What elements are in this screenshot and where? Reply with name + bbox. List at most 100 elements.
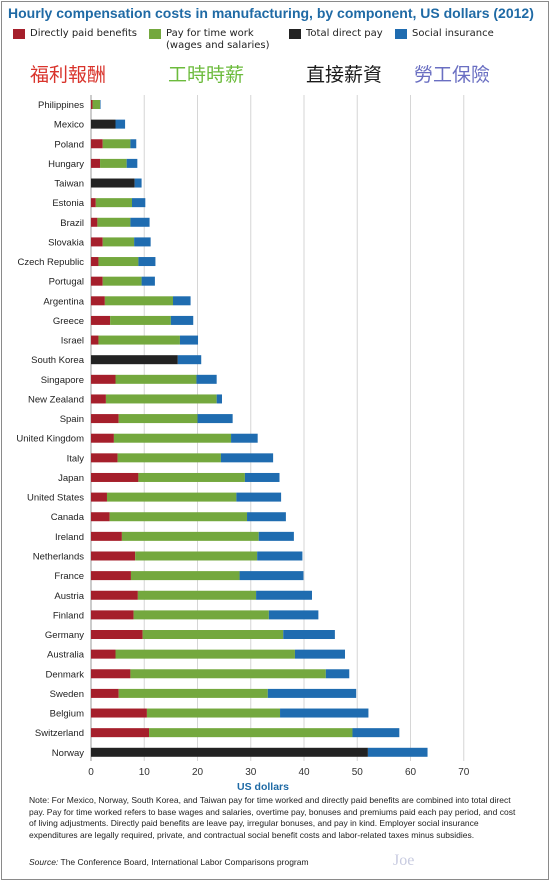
category-label-switzerland: Switzerland	[35, 728, 84, 739]
legend-swatch-pay-for-time-work	[149, 29, 161, 39]
category-label-sweden: Sweden	[50, 689, 84, 700]
bar-japan-directly-paid-benefits	[91, 472, 139, 482]
bar-poland-social-insurance	[130, 139, 137, 149]
bar-australia-pay-for-time-work-wages-and-salaries	[115, 649, 295, 659]
category-label-argentina: Argentina	[43, 296, 84, 307]
annotation-wages-chinese: 工時時薪	[168, 64, 245, 86]
bar-canada-directly-paid-benefits	[91, 512, 110, 522]
category-label-brazil: Brazil	[60, 218, 84, 229]
bar-canada-social-insurance	[247, 512, 286, 522]
legend-sublabel-pay-for-time-work: (wages and salaries)	[166, 40, 270, 51]
bar-ireland-social-insurance	[258, 531, 294, 541]
chart-title: Hourly compensation costs in manufacturi…	[8, 5, 534, 21]
bar-mexico-total-direct-pay	[91, 119, 116, 129]
source-text: The Conference Board, International Labo…	[58, 857, 309, 867]
bar-spain-pay-for-time-work-wages-and-salaries	[118, 414, 198, 424]
bar-italy-pay-for-time-work-wages-and-salaries	[117, 453, 221, 463]
bar-czech-republic-directly-paid-benefits	[91, 257, 99, 267]
bar-belgium-social-insurance	[280, 708, 369, 718]
category-label-denmark: Denmark	[45, 669, 84, 680]
bar-czech-republic-social-insurance	[138, 257, 156, 267]
category-label-australia: Australia	[47, 650, 85, 661]
bar-estonia-directly-paid-benefits	[91, 198, 96, 208]
category-label-norway: Norway	[52, 748, 84, 759]
chart-note: Note: For Mexico, Norway, South Korea, a…	[29, 795, 516, 840]
bar-netherlands-social-insurance	[257, 551, 303, 561]
annotation-direct-pay-chinese: 直接薪資	[306, 64, 383, 86]
bar-sweden-social-insurance	[267, 688, 357, 698]
bar-norway-total-direct-pay	[91, 747, 368, 757]
bar-italy-social-insurance	[220, 453, 274, 463]
bar-argentina-social-insurance	[173, 296, 191, 306]
bar-australia-social-insurance	[294, 649, 346, 659]
category-label-israel: Israel	[61, 336, 84, 347]
bar-switzerland-social-insurance	[352, 728, 400, 738]
bar-germany-social-insurance	[283, 630, 335, 640]
category-label-slovakia: Slovakia	[48, 237, 85, 248]
category-label-finland: Finland	[53, 610, 84, 621]
x-tick-label-60: 60	[405, 767, 417, 778]
bar-sweden-pay-for-time-work-wages-and-salaries	[118, 688, 268, 698]
bar-new-zealand-social-insurance	[216, 394, 222, 404]
bar-hungary-directly-paid-benefits	[91, 158, 101, 168]
legend-label-total-direct-pay: Total direct pay	[306, 28, 383, 39]
bar-japan-pay-for-time-work-wages-and-salaries	[138, 472, 245, 482]
category-label-hungary: Hungary	[48, 159, 84, 170]
x-tick-label-50: 50	[352, 767, 364, 778]
bar-hungary-social-insurance	[126, 158, 138, 168]
bar-israel-social-insurance	[179, 335, 199, 345]
annotation-benefits-chinese: 福利報酬	[30, 64, 107, 86]
bar-france-social-insurance	[239, 571, 304, 581]
bar-sweden-directly-paid-benefits	[91, 688, 119, 698]
bar-finland-social-insurance	[268, 610, 319, 620]
bar-denmark-directly-paid-benefits	[91, 669, 131, 679]
bar-france-pay-for-time-work-wages-and-salaries	[130, 571, 240, 581]
x-tick-label-0: 0	[88, 767, 94, 778]
x-tick-label-20: 20	[192, 767, 204, 778]
bar-canada-pay-for-time-work-wages-and-salaries	[109, 512, 248, 522]
bar-denmark-pay-for-time-work-wages-and-salaries	[130, 669, 326, 679]
bar-argentina-directly-paid-benefits	[91, 296, 105, 306]
bar-israel-pay-for-time-work-wages-and-salaries	[98, 335, 180, 345]
bar-ireland-directly-paid-benefits	[91, 531, 122, 541]
bar-taiwan-total-direct-pay	[91, 178, 135, 188]
bar-ireland-pay-for-time-work-wages-and-salaries	[121, 531, 259, 541]
bar-australia-directly-paid-benefits	[91, 649, 116, 659]
bar-france-directly-paid-benefits	[91, 571, 131, 581]
bar-new-zealand-pay-for-time-work-wages-and-salaries	[105, 394, 217, 404]
legend-swatch-directly-paid-benefits	[13, 29, 25, 39]
bar-estonia-social-insurance	[132, 198, 146, 208]
bar-spain-social-insurance	[197, 414, 233, 424]
category-label-austria: Austria	[54, 591, 84, 602]
bar-singapore-social-insurance	[196, 374, 217, 384]
legend-label-directly-paid-benefits: Directly paid benefits	[30, 28, 138, 39]
bar-israel-directly-paid-benefits	[91, 335, 99, 345]
bar-netherlands-pay-for-time-work-wages-and-salaries	[135, 551, 258, 561]
bar-new-zealand-directly-paid-benefits	[91, 394, 106, 404]
bar-spain-directly-paid-benefits	[91, 414, 119, 424]
category-label-netherlands: Netherlands	[33, 551, 84, 562]
x-tick-label-10: 10	[139, 767, 151, 778]
category-label-ireland: Ireland	[55, 532, 84, 543]
bar-united-kingdom-directly-paid-benefits	[91, 433, 114, 443]
legend-label-social-insurance: Social insurance	[412, 28, 494, 39]
category-label-portugal: Portugal	[49, 277, 84, 288]
category-label-united-states: United States	[27, 493, 84, 504]
bar-brazil-social-insurance	[130, 217, 150, 227]
bar-austria-social-insurance	[256, 590, 312, 600]
bar-poland-pay-for-time-work-wages-and-salaries	[102, 139, 131, 149]
category-label-singapore: Singapore	[41, 375, 84, 386]
signature: Joe	[393, 852, 415, 869]
x-axis-label: US dollars	[237, 781, 289, 793]
category-label-united-kingdom: United Kingdom	[16, 434, 84, 445]
annotation-social-insurance-chinese: 勞工保險	[414, 64, 491, 86]
source-label: Source:	[29, 857, 59, 867]
bar-finland-pay-for-time-work-wages-and-salaries	[133, 610, 269, 620]
bar-japan-social-insurance	[244, 472, 280, 482]
bar-united-kingdom-pay-for-time-work-wages-and-salaries	[113, 433, 232, 443]
bar-south-korea-social-insurance	[177, 355, 202, 365]
bar-italy-directly-paid-benefits	[91, 453, 118, 463]
legend-swatch-social-insurance	[395, 29, 407, 39]
category-label-france: France	[54, 571, 84, 582]
